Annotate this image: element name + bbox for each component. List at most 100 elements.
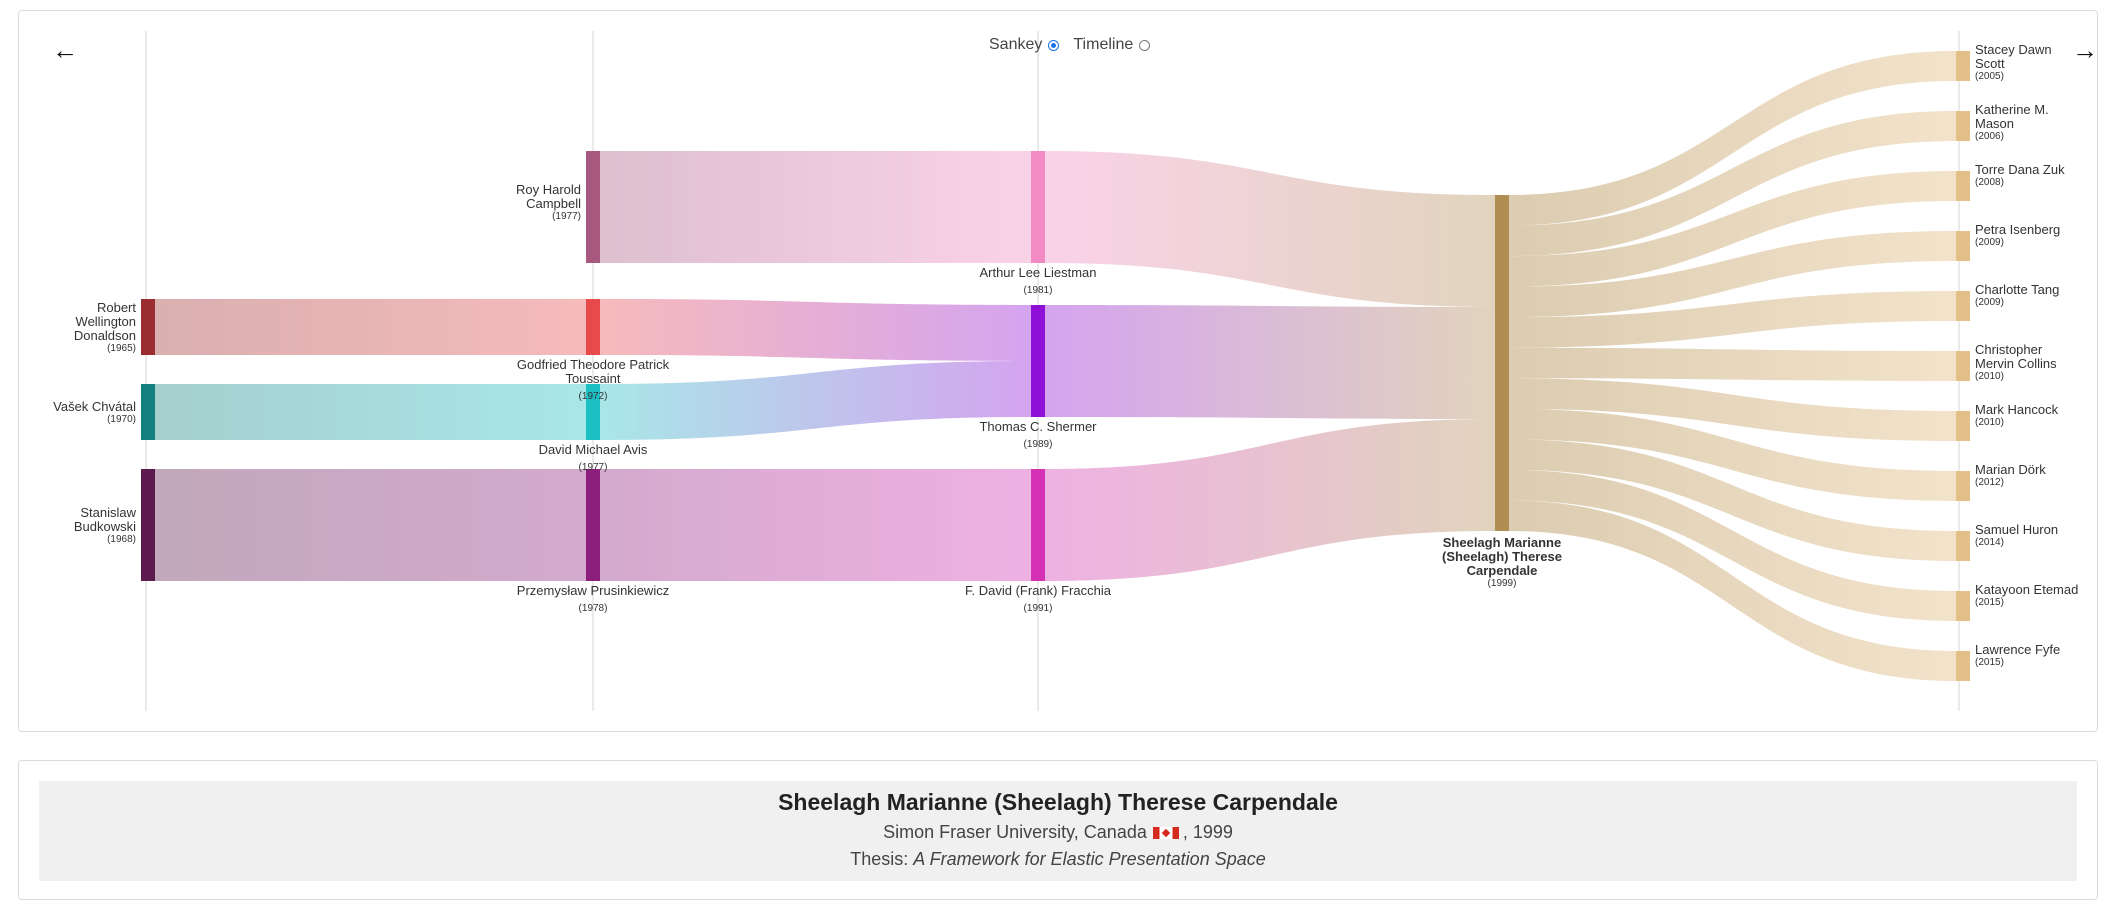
sankey-links (155, 51, 1956, 681)
node-label-text: (1981) (1024, 285, 1053, 296)
sankey-link[interactable] (1509, 378, 1956, 441)
sankey-link[interactable] (1509, 231, 1956, 318)
sankey-node-zuk[interactable] (1956, 171, 1970, 201)
sankey-radio[interactable] (1048, 39, 1060, 51)
node-label-text: (1989) (1024, 439, 1053, 450)
node-label-text: Petra Isenberg (1975, 222, 2060, 237)
scholar-institution: Simon Fraser University, Canada , 1999 (39, 822, 2077, 843)
node-label-text: Charlotte Tang (1975, 282, 2059, 297)
institution-text: Simon Fraser University, Canada (883, 822, 1147, 842)
node-label-text: Przemysław Prusinkiewicz (517, 583, 669, 598)
sankey-link[interactable] (1045, 419, 1495, 581)
arrow-left-icon[interactable]: ← (52, 35, 78, 65)
sankey-node-fracchia[interactable] (1031, 469, 1045, 581)
sankey-link[interactable] (600, 299, 1031, 361)
node-label-text: Donaldson (74, 328, 136, 343)
sankey-node-hancock[interactable] (1956, 411, 1970, 441)
node-label-text: (2005) (1975, 71, 2004, 82)
node-label-text: Carpendale (1467, 563, 1538, 578)
sankey-node-huron[interactable] (1956, 531, 1970, 561)
thesis-prefix: Thesis: (850, 849, 914, 869)
sankey-link[interactable] (1509, 408, 1956, 501)
sankey-node-dork[interactable] (1956, 471, 1970, 501)
canada-flag-icon (1152, 827, 1179, 840)
sankey-node-mason[interactable] (1956, 111, 1970, 141)
degree-year: , 1999 (1182, 822, 1233, 842)
node-label-text: (1977) (552, 211, 581, 222)
sankey-link[interactable] (1509, 439, 1956, 561)
node-label-text: (2015) (1975, 597, 2004, 608)
sankey-node-isenberg[interactable] (1956, 231, 1970, 261)
sankey-nodes (141, 51, 1970, 681)
node-label-text: (2008) (1975, 177, 2004, 188)
node-label-text: Lawrence Fyfe (1975, 642, 2060, 657)
sankey-node-liestman[interactable] (1031, 151, 1045, 263)
sankey-link[interactable] (1045, 151, 1495, 307)
scholar-info-box: Sheelagh Marianne (Sheelagh) Therese Car… (39, 781, 2077, 881)
node-label-text: (1999) (1488, 578, 1517, 589)
sankey-node-campbell[interactable] (586, 151, 600, 263)
node-label-text: Scott (1975, 56, 2005, 71)
sankey-link[interactable] (1509, 51, 1956, 226)
node-label-text: (2006) (1975, 131, 2004, 142)
sankey-node-chvatal[interactable] (141, 384, 155, 440)
node-label-text: Budkowski (74, 519, 136, 534)
timeline-radio[interactable] (1139, 39, 1151, 51)
sankey-node-budkowski[interactable] (141, 469, 155, 581)
node-label-text: Robert (97, 300, 136, 315)
sankey-link[interactable] (1509, 171, 1956, 287)
sankey-link[interactable] (1509, 291, 1956, 348)
sankey-link[interactable] (155, 469, 586, 581)
timeline-option-label[interactable]: Timeline (1073, 36, 1134, 53)
sankey-link[interactable] (155, 299, 586, 355)
sankey-link[interactable] (155, 384, 586, 440)
sankey-link[interactable] (1509, 347, 1956, 381)
node-label-text: Godfried Theodore Patrick (517, 357, 670, 372)
sankey-node-donaldson[interactable] (141, 299, 155, 355)
node-label-text: (Sheelagh) Therese (1442, 549, 1562, 564)
node-label-text: (1965) (107, 343, 136, 354)
node-label-text: Arthur Lee Liestman (979, 265, 1096, 280)
sankey-node-collins[interactable] (1956, 351, 1970, 381)
sankey-node-toussaint[interactable] (586, 299, 600, 355)
sankey-node-tang[interactable] (1956, 291, 1970, 321)
sankey-option-label[interactable]: Sankey (989, 36, 1043, 53)
sankey-link[interactable] (1509, 469, 1956, 621)
node-label-text: Mason (1975, 116, 2014, 131)
node-label-text: Thomas C. Shermer (979, 419, 1097, 434)
arrow-right-icon[interactable]: → (2072, 35, 2098, 65)
sankey-node-prusinkiewicz[interactable] (586, 469, 600, 581)
sankey-link[interactable] (600, 361, 1031, 440)
node-label-text: F. David (Frank) Fracchia (965, 583, 1112, 598)
node-label-text: (2009) (1975, 237, 2004, 248)
node-label-text: (1977) (579, 462, 608, 473)
sankey-node-shermer[interactable] (1031, 305, 1045, 417)
node-label-text: (2010) (1975, 371, 2004, 382)
sankey-node-avis[interactable] (586, 384, 600, 440)
scholar-info-panel: Sheelagh Marianne (Sheelagh) Therese Car… (18, 760, 2098, 900)
node-label-text: Sheelagh Marianne (1443, 535, 1561, 550)
node-label-text: Stacey Dawn (1975, 42, 2052, 57)
node-label-text: Wellington (76, 314, 136, 329)
node-label-text: Stanislaw (80, 505, 136, 520)
node-label-text: (2014) (1975, 537, 2004, 548)
node-label-text: (1970) (107, 414, 136, 425)
node-label-text: Roy Harold (516, 182, 581, 197)
sankey-link[interactable] (600, 469, 1031, 581)
node-label-text: (1978) (579, 603, 608, 614)
thesis-title: A Framework for Elastic Presentation Spa… (913, 849, 1266, 869)
node-label-text: (2012) (1975, 477, 2004, 488)
node-label-text: (1968) (107, 534, 136, 545)
sankey-node-fyfe[interactable] (1956, 651, 1970, 681)
sankey-link[interactable] (600, 151, 1031, 263)
sankey-link[interactable] (1509, 500, 1956, 681)
sankey-link[interactable] (1045, 305, 1495, 419)
sankey-node-carpendale[interactable] (1495, 195, 1509, 531)
node-label-text: David Michael Avis (539, 442, 648, 457)
sankey-link[interactable] (1509, 111, 1956, 257)
sankey-node-etemad[interactable] (1956, 591, 1970, 621)
node-label-text: Torre Dana Zuk (1975, 162, 2065, 177)
sankey-node-scott[interactable] (1956, 51, 1970, 81)
